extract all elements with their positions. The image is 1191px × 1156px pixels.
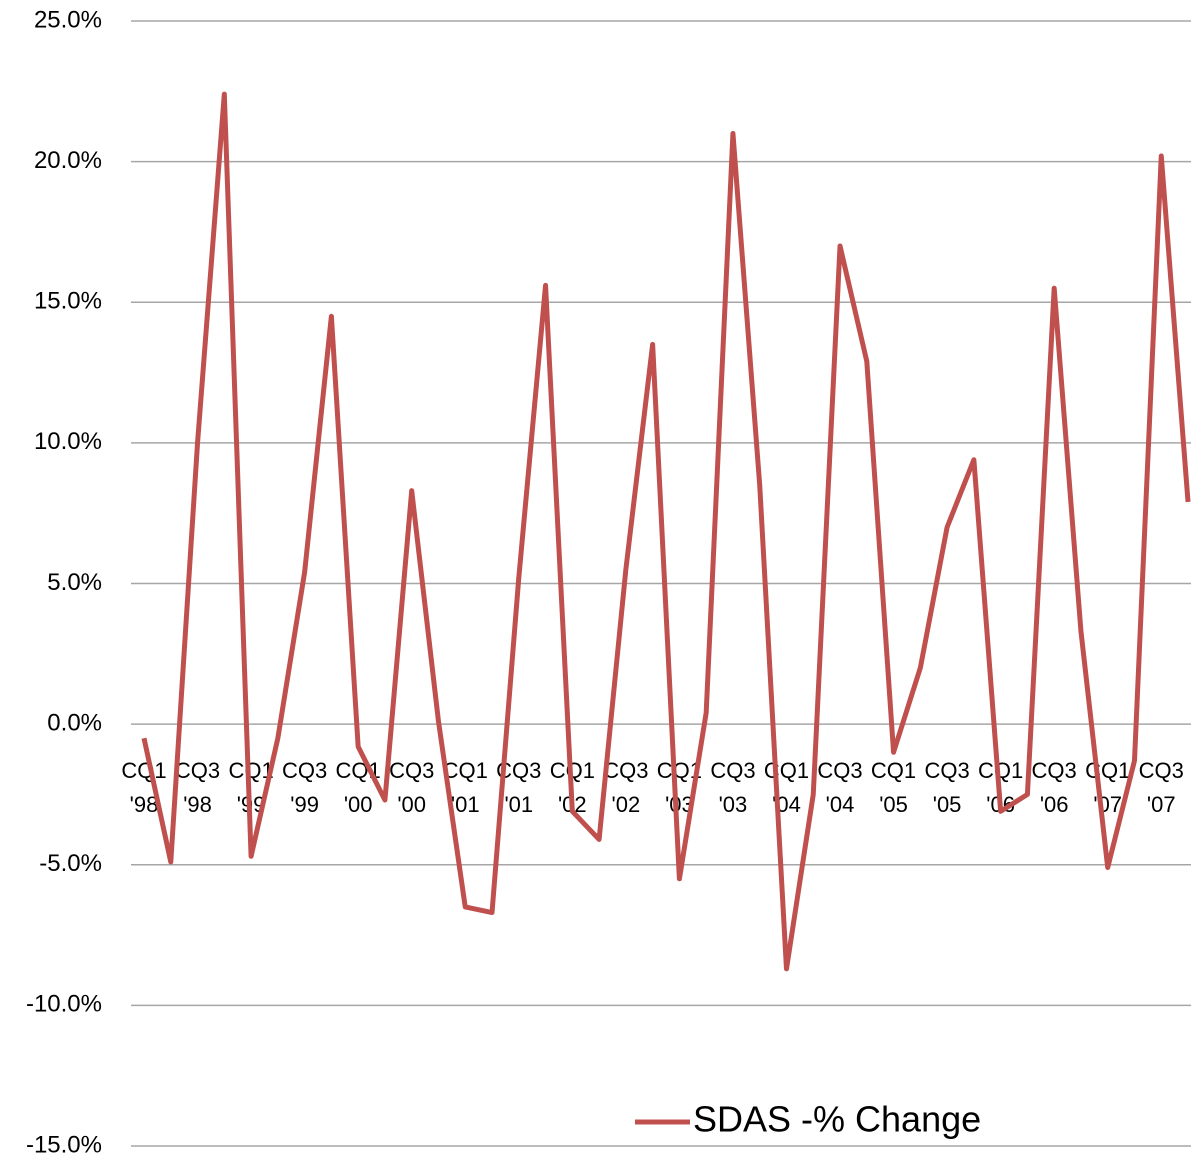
x-tick-label: CQ3'02	[603, 758, 648, 817]
y-tick-label: -15.0%	[26, 1131, 102, 1156]
y-tick-label: 5.0%	[47, 569, 102, 596]
y-tick-label: 10.0%	[34, 428, 102, 455]
x-tick-label: CQ1'98	[121, 758, 166, 817]
x-tick-label: CQ3'05	[924, 758, 969, 817]
data-line	[141, 91, 1191, 972]
x-tick-label: CQ3'07	[1139, 758, 1184, 817]
legend-label: SDAS -% Change	[693, 1099, 981, 1140]
x-tick-label: CQ1'04	[764, 758, 809, 817]
y-tick-label: -5.0%	[39, 850, 102, 877]
x-tick-label: CQ1'01	[443, 758, 488, 817]
x-tick-label: CQ3'06	[1032, 758, 1077, 817]
x-tick-label: CQ1'00	[336, 758, 381, 817]
x-tick-label: CQ3'04	[817, 758, 862, 817]
x-tick-label: CQ3'03	[710, 758, 755, 817]
y-tick-label: 20.0%	[34, 147, 102, 174]
x-tick-label: CQ3'00	[389, 758, 434, 817]
y-tick-label: 15.0%	[34, 288, 102, 315]
x-tick-label: CQ3'98	[175, 758, 220, 817]
x-tick-label: CQ1'05	[871, 758, 916, 817]
y-tick-label: -10.0%	[26, 991, 102, 1018]
y-tick-label: 25.0%	[34, 6, 102, 33]
x-tick-label: CQ3'99	[282, 758, 327, 817]
y-tick-label: 0.0%	[47, 709, 102, 736]
